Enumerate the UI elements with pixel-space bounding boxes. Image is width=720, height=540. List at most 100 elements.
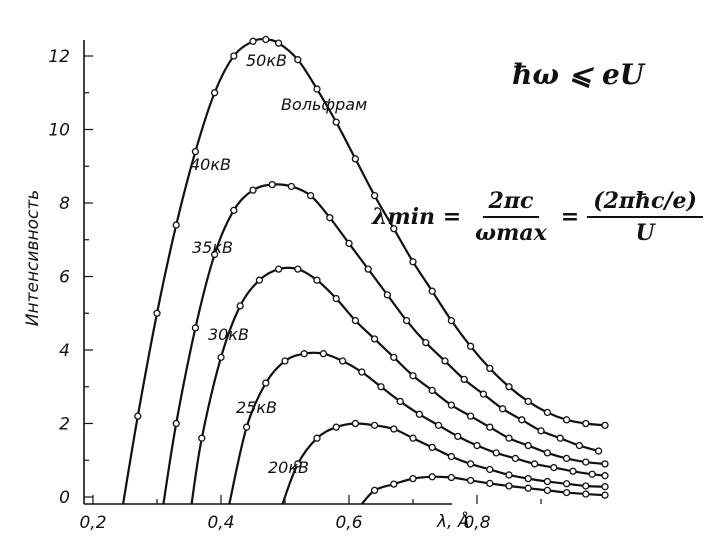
data-point xyxy=(415,410,424,418)
data-point xyxy=(172,419,180,428)
y-tick-label: 2 xyxy=(59,415,70,435)
data-point xyxy=(569,467,577,475)
data-point xyxy=(172,221,180,229)
series-label: 20кВ xyxy=(268,458,309,477)
y-tick-label: 4 xyxy=(59,341,70,361)
data-point xyxy=(447,316,456,325)
data-point xyxy=(306,191,315,200)
series-label: 35кВ xyxy=(192,238,233,257)
data-point xyxy=(370,421,379,429)
data-point xyxy=(434,421,443,429)
data-point xyxy=(255,276,264,284)
data-point xyxy=(345,239,353,248)
data-point xyxy=(326,214,334,222)
data-point xyxy=(332,118,340,126)
data-point xyxy=(274,265,283,273)
data-point xyxy=(473,441,481,450)
data-point xyxy=(524,397,532,406)
fraction-1-numerator: 2πc xyxy=(482,188,540,218)
y-tick-label: 6 xyxy=(59,268,70,288)
y-tick-label: 12 xyxy=(48,47,70,67)
data-point xyxy=(524,474,532,483)
data-point xyxy=(505,434,513,442)
data-point xyxy=(249,37,257,45)
data-point xyxy=(543,477,552,486)
data-point xyxy=(313,85,321,93)
series-0: 50кВ xyxy=(121,35,609,505)
series-4: 25кВ xyxy=(236,398,609,505)
y-tick-label: 0 xyxy=(59,488,70,508)
data-point xyxy=(582,458,590,466)
data-point xyxy=(428,287,436,295)
data-point xyxy=(313,434,321,442)
annotation-tungsten: Вольфрам xyxy=(281,95,367,114)
data-point xyxy=(556,434,564,442)
data-point xyxy=(390,353,398,362)
data-point xyxy=(486,479,494,488)
data-point xyxy=(466,342,475,350)
series-line xyxy=(190,266,606,505)
data-point xyxy=(601,491,609,499)
data-point xyxy=(210,89,219,97)
formula-equals: = xyxy=(560,204,580,230)
data-point xyxy=(505,383,513,391)
x-tick-label: 0,8 xyxy=(463,513,490,533)
series-label: 30кВ xyxy=(208,325,249,344)
data-point xyxy=(518,416,526,424)
data-point xyxy=(562,488,571,497)
series-label: 25кВ xyxy=(236,398,277,417)
data-point xyxy=(294,460,302,468)
data-point xyxy=(198,434,206,442)
data-point xyxy=(134,412,142,420)
data-point xyxy=(358,368,366,376)
y-axis-label: Интенсивность xyxy=(23,190,43,327)
data-point xyxy=(351,419,360,428)
data-point xyxy=(524,484,532,492)
x-tick-label: 0,6 xyxy=(335,513,362,533)
data-point xyxy=(498,405,507,413)
data-point xyxy=(601,421,609,429)
data-point xyxy=(230,206,238,215)
data-point xyxy=(262,35,270,44)
data-point xyxy=(511,454,520,463)
data-point xyxy=(562,454,571,463)
data-point xyxy=(402,316,411,325)
data-point xyxy=(300,350,308,358)
y-tick-label: 8 xyxy=(59,194,70,214)
data-point xyxy=(492,449,500,457)
series-label: 50кВ xyxy=(246,51,287,70)
data-point xyxy=(505,471,513,479)
data-point xyxy=(313,276,321,284)
data-point xyxy=(332,423,340,431)
data-point xyxy=(153,309,161,317)
data-point xyxy=(409,372,417,380)
data-point xyxy=(370,486,379,495)
data-point xyxy=(230,52,238,60)
chart-axes: 0 2 4 6 8 10 12 0,2 0,4 0,6 0,8 xyxy=(48,40,542,533)
formula-inequality: ħω ⩽ eU xyxy=(512,58,645,91)
data-point xyxy=(486,465,494,474)
series-layer: 50кВ 40кВ 35кВ 30кВ 25кВ 20кВ xyxy=(121,35,609,505)
data-point xyxy=(428,443,436,452)
data-point xyxy=(409,474,417,483)
data-point xyxy=(460,375,468,384)
data-point xyxy=(390,425,398,433)
data-point xyxy=(396,397,404,406)
data-point xyxy=(588,470,596,478)
data-point xyxy=(447,473,456,482)
x-axis-label: λ, Å xyxy=(436,510,470,532)
data-point xyxy=(351,155,360,163)
data-point xyxy=(377,383,385,391)
formula-fraction-1: 2πc ωmax xyxy=(469,188,553,246)
data-point xyxy=(351,316,360,325)
data-point xyxy=(287,182,296,191)
data-point xyxy=(409,258,417,266)
data-point xyxy=(332,294,340,303)
data-point xyxy=(486,364,494,373)
data-point xyxy=(217,353,225,362)
formula-lambda-min: λmin = 2πc ωmax = (2πħc/e) U xyxy=(372,188,711,246)
data-point xyxy=(383,291,392,299)
data-point xyxy=(550,463,558,472)
x-tick-label: 0,2 xyxy=(79,513,106,533)
series-1: 40кВ xyxy=(162,155,603,505)
